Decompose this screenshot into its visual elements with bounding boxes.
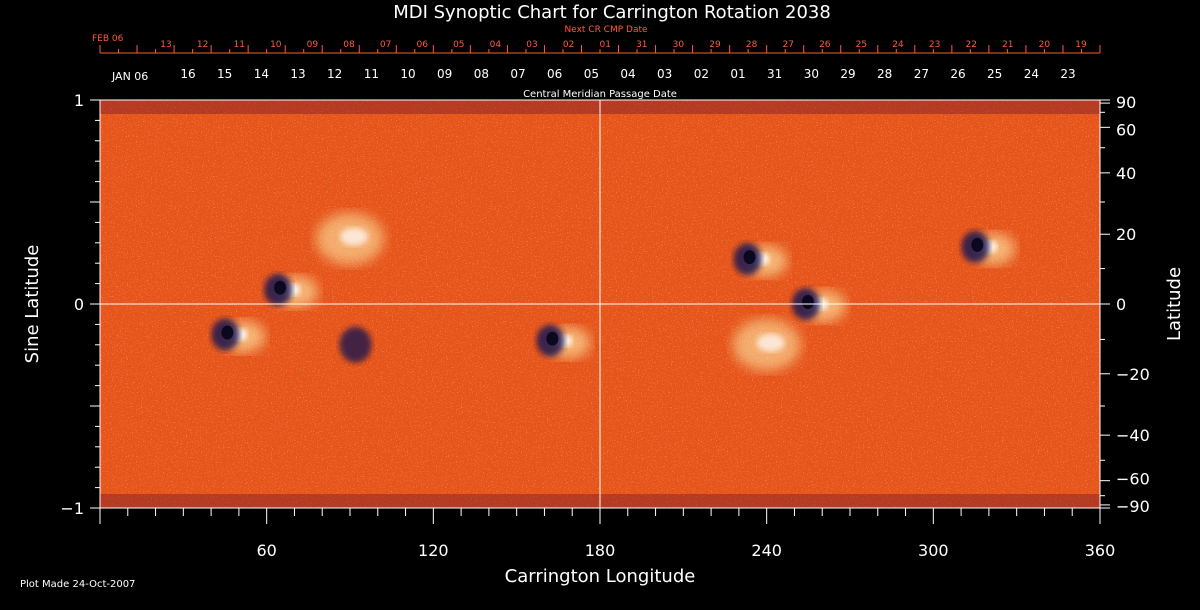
y-right-tick-label: 40: [1116, 164, 1136, 183]
x-axis-tick-labels: 60 120 180 240 300 360: [256, 541, 1115, 560]
top-red-date-label: 01: [599, 40, 610, 50]
top-white-date-label: 11: [364, 67, 379, 81]
y-left-tick-label: −1: [60, 499, 84, 518]
x-axis-label: Carrington Longitude: [505, 566, 696, 587]
top-red-date-label: 30: [673, 40, 685, 50]
top-red-date-label: 04: [490, 40, 502, 50]
y-left-tick-label: 1: [74, 91, 84, 110]
top-white-date-label: 13: [290, 67, 305, 81]
y-right-tick-label: 20: [1116, 225, 1136, 244]
top-red-date-label: 19: [1075, 40, 1087, 50]
x-tick-label: 300: [918, 541, 949, 560]
chart-title: MDI Synoptic Chart for Carrington Rotati…: [393, 2, 831, 23]
top-white-date-label: 29: [840, 67, 855, 81]
y-right-tick-label: −90: [1116, 497, 1150, 516]
top-red-date-label: 27: [782, 40, 793, 50]
top-red-date-label: 02: [563, 40, 574, 50]
x-tick-label: 120: [418, 541, 449, 560]
top-white-date-label: 04: [620, 67, 635, 81]
active-region: [316, 212, 384, 265]
y-right-tick-labels: 90 60 40 20 0 −20 −40 −60 −90: [1116, 93, 1150, 516]
top-white-date-label: 16: [180, 67, 195, 81]
top-white-date-label: 30: [804, 67, 819, 81]
active-region: [732, 318, 801, 371]
x-axis-ticks: [99, 508, 1101, 524]
top-red-date-label: 31: [636, 40, 647, 50]
y-left-tick-labels: 1 0 −1: [60, 91, 84, 518]
y-right-tick-label: 90: [1116, 93, 1136, 112]
top-white-date-label: 12: [327, 67, 342, 81]
active-region: [733, 243, 788, 278]
top-red-caption: Next CR CMP Date: [564, 25, 648, 35]
top-white-date-label: 01: [730, 67, 745, 81]
y-right-ticks: [1100, 99, 1110, 509]
x-tick-label: 60: [256, 541, 276, 560]
y-right-tick-label: −40: [1116, 426, 1150, 445]
top-red-date-ticks: [99, 45, 1101, 53]
top-red-date-label: 23: [929, 40, 940, 50]
y-left-axis-label: Sine Latitude: [22, 245, 43, 364]
y-right-axis-label: Latitude: [1164, 267, 1185, 341]
x-tick-label: 360: [1085, 541, 1116, 560]
active-region: [211, 318, 266, 353]
plot-made-note: Plot Made 24-Oct-2007: [20, 579, 136, 590]
top-red-month-label: FEB 06: [92, 34, 124, 44]
top-red-date-label: 03: [526, 40, 537, 50]
y-right-tick-label: −60: [1116, 470, 1150, 489]
x-tick-label: 240: [751, 541, 782, 560]
y-left-ticks: [90, 99, 100, 509]
top-white-date-label: 27: [914, 67, 929, 81]
top-red-date-label: 06: [416, 40, 428, 50]
top-red-date-label: 05: [453, 40, 464, 50]
top-white-date-label: 02: [694, 67, 709, 81]
top-red-date-label: 09: [307, 40, 319, 50]
y-right-tick-label: 0: [1116, 295, 1126, 314]
top-red-date-label: 25: [856, 40, 867, 50]
top-red-date-label: 07: [380, 40, 391, 50]
top-white-date-label: 06: [547, 67, 562, 81]
active-regions: [211, 212, 1016, 371]
cmp-date-caption: Central Meridian Passage Date: [523, 89, 677, 100]
active-region: [536, 324, 591, 359]
top-red-date-label: 26: [819, 40, 831, 50]
top-white-date-label: 31: [767, 67, 782, 81]
top-red-date-label: 08: [343, 40, 355, 50]
top-white-date-label: 09: [437, 67, 452, 81]
top-white-date-label: 05: [584, 67, 599, 81]
top-red-date-label: 29: [709, 40, 721, 50]
top-white-date-label: 25: [987, 67, 1002, 81]
y-left-tick-label: 0: [74, 295, 84, 314]
top-red-date-label: 20: [1039, 40, 1051, 50]
x-tick-label: 180: [585, 541, 616, 560]
top-red-date-label: 22: [965, 40, 976, 50]
top-white-date-label: 23: [1060, 67, 1075, 81]
top-red-date-label: 24: [892, 40, 904, 50]
top-white-date-label: 03: [657, 67, 672, 81]
top-white-month-label: JAN 06: [111, 70, 148, 83]
top-red-date-label: 21: [1002, 40, 1013, 50]
active-region: [264, 273, 319, 308]
top-red-date-label: 13: [160, 40, 171, 50]
active-region: [339, 326, 372, 363]
top-white-date-label: 28: [877, 67, 892, 81]
top-red-date-label: 11: [233, 40, 244, 50]
top-red-date-label: 12: [197, 40, 208, 50]
top-white-date-labels: 16 15 14 13 12 11 10 09 08 07 06 05 04 03 02 01 31 30 29 28…: [180, 67, 1075, 81]
top-white-date-label: 14: [254, 67, 269, 81]
top-white-date-label: 07: [510, 67, 525, 81]
y-right-tick-label: −20: [1116, 365, 1150, 384]
top-white-date-label: 08: [474, 67, 489, 81]
top-white-date-label: 26: [950, 67, 965, 81]
top-red-date-label: 28: [746, 40, 758, 50]
top-red-date-labels: 13 12 11 10 09 08 07 06 05 04 03 02 01 31 30 29 28 27 26 25…: [160, 40, 1087, 50]
top-white-date-label: 10: [400, 67, 415, 81]
top-red-date-label: 10: [270, 40, 282, 50]
y-right-tick-label: 60: [1116, 120, 1136, 139]
top-white-date-label: 15: [217, 67, 232, 81]
top-white-date-label: 24: [1024, 67, 1039, 81]
active-region: [961, 230, 1016, 265]
